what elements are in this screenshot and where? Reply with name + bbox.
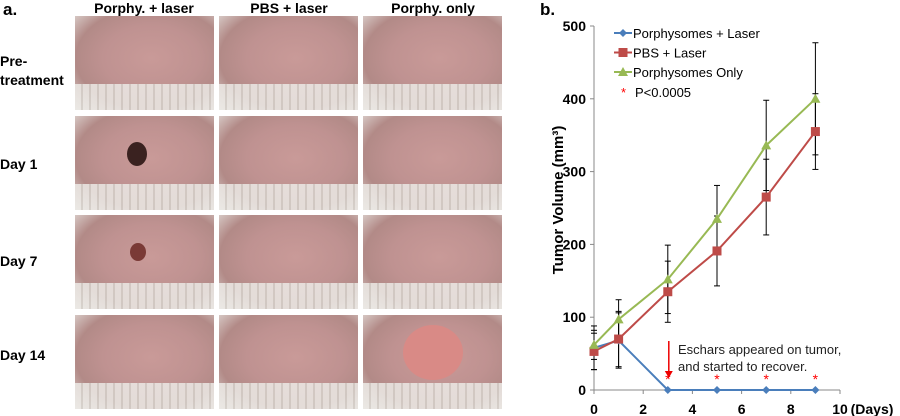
triangle-marker — [712, 213, 722, 223]
mouse-photo — [219, 215, 358, 309]
series-line — [593, 130, 817, 353]
x-tick-label: 10 — [832, 401, 848, 416]
mouse-photo — [75, 315, 214, 409]
column-header: PBS + laser — [250, 0, 328, 16]
significance-star: * — [763, 371, 769, 387]
legend-label: P<0.0005 — [635, 85, 691, 100]
x-tick-label: 8 — [787, 401, 795, 416]
y-tick-label: 400 — [563, 91, 587, 107]
mouse-photo — [363, 116, 502, 210]
square-marker — [589, 346, 599, 356]
diamond-marker — [713, 386, 721, 394]
diamond-marker — [811, 386, 820, 394]
tumor — [403, 325, 463, 380]
y-tick-label: 200 — [563, 236, 587, 252]
mouse-photo — [219, 116, 358, 210]
row-header: Pre- treatment — [0, 53, 64, 88]
square-marker — [618, 48, 628, 57]
square-marker — [712, 246, 722, 256]
x-tick-label: 0 — [590, 401, 598, 416]
y-axis-label: Tumor Volume (mm³) — [550, 126, 567, 275]
triangle-marker — [613, 314, 624, 324]
diamond-marker — [762, 386, 771, 394]
legend-label: PBS + Laser — [633, 46, 707, 61]
triangle-marker — [662, 274, 673, 284]
mouse-photo — [75, 215, 214, 309]
row-header: Day 1 — [0, 156, 38, 172]
panel-b-label: b. — [540, 0, 556, 19]
annotation-line-2: and started to recover. — [678, 359, 807, 374]
eschar — [130, 243, 146, 261]
legend-star: * — [621, 85, 626, 100]
row-header: Day 14 — [0, 347, 46, 363]
legend-label: Porphysomes Only — [633, 65, 743, 80]
y-tick-label: 500 — [563, 18, 587, 34]
x-tick-label: 2 — [639, 401, 647, 416]
square-marker — [614, 334, 624, 344]
square-marker — [761, 192, 771, 202]
diamond-marker — [663, 386, 672, 394]
significance-star: * — [714, 371, 720, 387]
diamond-marker — [619, 29, 627, 37]
mouse-photo — [363, 315, 502, 409]
triangle-marker — [589, 339, 599, 349]
legend-label: Porphysomes + Laser — [633, 26, 760, 41]
annotation-line-1: Eschars appeared on tumor, — [678, 342, 841, 357]
y-tick-label: 0 — [578, 382, 586, 398]
x-tick-label: 6 — [738, 401, 746, 416]
arrow-head — [664, 371, 673, 378]
column-header: Porphy. + laser — [94, 0, 194, 16]
column-header: Porphy. only — [391, 0, 475, 16]
tumor-volume-chart: 0 100 200 300 400 500 0 2 4 6 8 10 * * * * Tumor Volume… — [550, 18, 894, 416]
triangle-marker — [761, 140, 772, 150]
row-header: Day 7 — [0, 253, 38, 269]
mouse-photo — [363, 215, 502, 309]
x-axis-label: (Days) — [851, 401, 894, 416]
square-marker — [663, 287, 673, 297]
x-tick-label: 4 — [689, 401, 697, 416]
mouse-photo — [219, 315, 358, 409]
square-marker — [810, 127, 820, 137]
mouse-photo — [75, 116, 214, 210]
mouse-photo — [219, 16, 358, 110]
eschar — [127, 142, 147, 166]
significance-star: * — [665, 371, 671, 387]
significance-star: * — [813, 371, 819, 387]
mouse-photo — [75, 16, 214, 110]
y-tick-label: 100 — [563, 309, 587, 325]
y-tick-label: 300 — [563, 164, 587, 180]
panel-a-label: a. — [3, 0, 18, 19]
series-line — [593, 98, 817, 346]
mouse-photo — [363, 16, 502, 110]
triangle-marker — [810, 93, 821, 103]
triangle-marker — [618, 67, 628, 76]
